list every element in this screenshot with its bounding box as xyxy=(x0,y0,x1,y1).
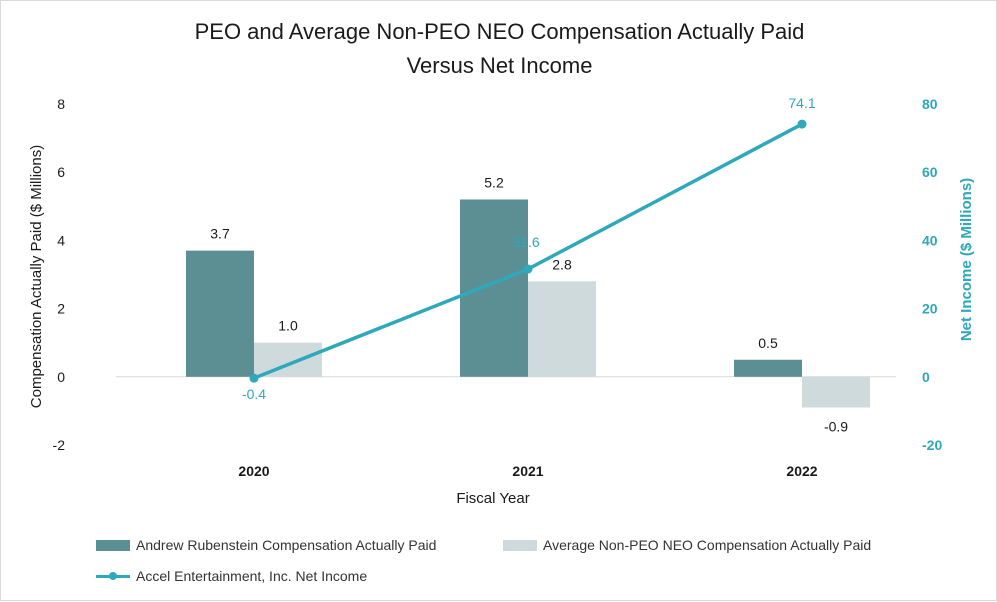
y-axis-title: Compensation Actually Paid ($ Millions) xyxy=(28,145,45,408)
bar-data-label: 3.7 xyxy=(210,226,230,242)
line-data-label: 74.1 xyxy=(788,95,815,111)
legend-swatch-peo xyxy=(96,539,130,551)
bar-peo xyxy=(460,199,528,377)
bar-non-peo xyxy=(528,281,596,377)
legend-swatch-non-peo xyxy=(503,539,537,551)
bar-peo xyxy=(734,359,802,377)
y2-tick-label: 40 xyxy=(922,232,938,248)
bar-non-peo xyxy=(254,342,322,377)
chart-title: PEO and Average Non-PEO NEO Compensation… xyxy=(194,19,805,44)
y-tick-label: -2 xyxy=(53,437,66,453)
bar-data-label: 0.5 xyxy=(758,335,778,351)
y-tick-label: 4 xyxy=(57,232,65,248)
y2-tick-label: -20 xyxy=(922,437,942,453)
net-income-point xyxy=(523,264,533,274)
y-tick-label: 0 xyxy=(57,369,65,385)
y2-tick-label: 60 xyxy=(922,164,938,180)
bar-data-label: 2.8 xyxy=(552,256,572,272)
legend-item-net-income: Accel Entertainment, Inc. Net Income xyxy=(96,568,367,584)
legend-label-net-income: Accel Entertainment, Inc. Net Income xyxy=(136,568,368,584)
y2-tick-label: 80 xyxy=(922,96,938,112)
y2-axis-title: Net Income ($ Millions) xyxy=(958,178,975,341)
net-income-point xyxy=(797,119,807,129)
legend-label-peo: Andrew Rubenstein Compensation Actually … xyxy=(136,537,437,553)
net-income-point xyxy=(249,373,259,383)
x-axis-title: Fiscal Year xyxy=(456,490,529,507)
x-tick-label: 2022 xyxy=(786,463,817,479)
y-tick-label: 2 xyxy=(57,301,65,317)
bar-data-label: -0.9 xyxy=(824,418,848,434)
y-tick-label: 6 xyxy=(57,164,65,180)
legend-item-peo: Andrew Rubenstein Compensation Actually … xyxy=(96,537,436,553)
bar-peo xyxy=(186,250,254,377)
legend-item-non-peo: Average Non-PEO NEO Compensation Actuall… xyxy=(503,537,871,553)
y2-tick-label: 20 xyxy=(922,301,938,317)
bar-non-peo xyxy=(802,376,870,408)
bar-data-label: 1.0 xyxy=(278,318,298,334)
legend-label-non-peo: Average Non-PEO NEO Compensation Actuall… xyxy=(543,537,872,553)
y2-tick-label: 0 xyxy=(922,369,930,385)
bar-data-label: 5.2 xyxy=(484,174,504,190)
chart-subtitle: Versus Net Income xyxy=(406,53,593,78)
line-data-label: 31.6 xyxy=(512,234,539,250)
line-data-label: -0.4 xyxy=(242,386,266,402)
x-tick-label: 2021 xyxy=(512,463,543,479)
y-tick-label: 8 xyxy=(57,96,65,112)
legend-swatch-net-income xyxy=(96,571,130,582)
x-tick-label: 2020 xyxy=(238,463,269,479)
